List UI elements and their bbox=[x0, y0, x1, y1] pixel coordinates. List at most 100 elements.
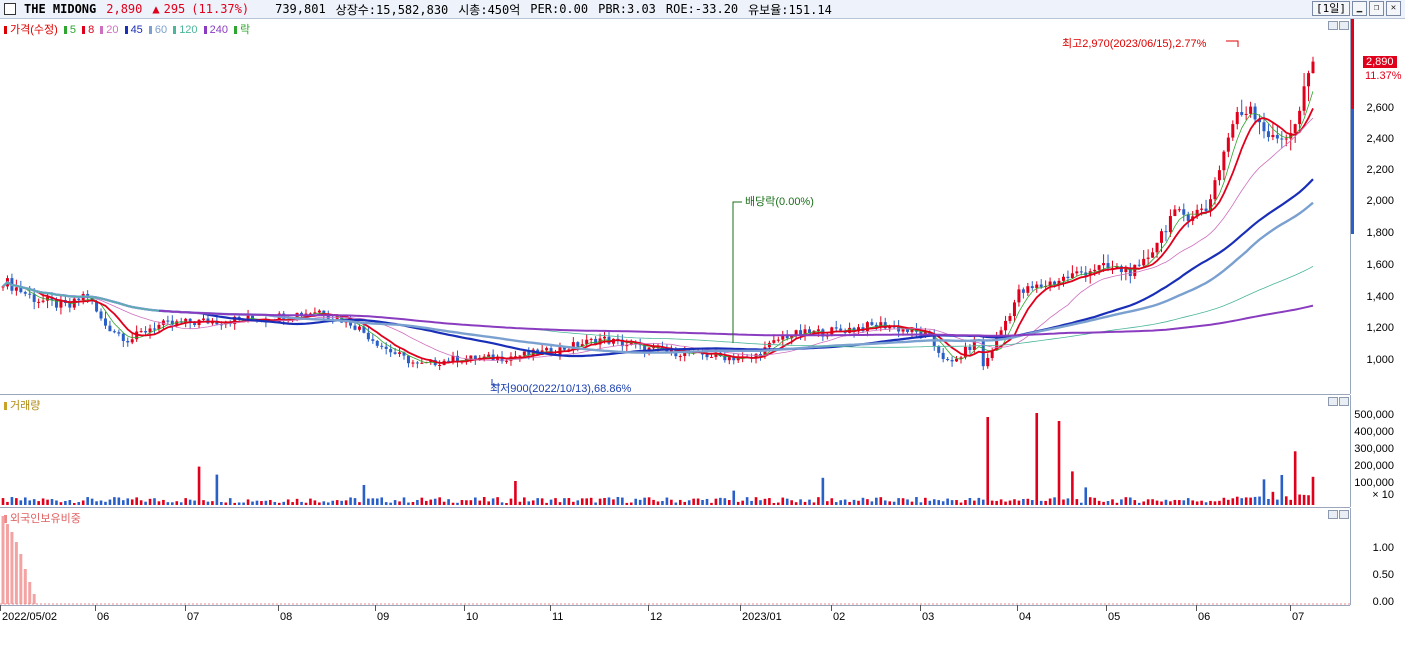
candle-body bbox=[1075, 271, 1079, 274]
volume-bar bbox=[179, 502, 183, 505]
pbr-value: PBR:3.03 bbox=[598, 2, 656, 16]
volume-bar bbox=[491, 498, 495, 505]
legend-ma45: 45 bbox=[130, 24, 143, 36]
volume-bar bbox=[901, 498, 905, 505]
candle-body bbox=[709, 356, 713, 358]
candle-body bbox=[41, 300, 45, 302]
candle-body bbox=[1200, 208, 1204, 210]
volume-bar bbox=[19, 500, 23, 505]
volume-bar bbox=[607, 497, 611, 505]
candle-body bbox=[571, 342, 575, 350]
candle-body bbox=[999, 330, 1003, 338]
candle-body bbox=[906, 329, 910, 332]
volume-bar bbox=[269, 499, 272, 505]
candle-body bbox=[139, 331, 143, 333]
x-label: 07 bbox=[187, 611, 200, 623]
price-pane[interactable]: 가격(수정) 5 8 20 45 60 120 240 락 최고2,970(20… bbox=[0, 19, 1350, 395]
listed-shares: 상장수:15,582,830 bbox=[335, 2, 449, 17]
volume-bar bbox=[1, 498, 5, 505]
pane-minimize-icon[interactable] bbox=[1328, 510, 1338, 519]
volume-bar bbox=[1169, 501, 1172, 505]
candle-body bbox=[103, 318, 107, 326]
candle-body bbox=[1160, 231, 1164, 243]
pane-maximize-icon[interactable] bbox=[1339, 21, 1349, 30]
candle-body bbox=[1142, 258, 1146, 266]
pane-minimize-icon[interactable] bbox=[1328, 21, 1338, 30]
candle-body bbox=[852, 327, 856, 332]
volume-bar bbox=[589, 497, 593, 505]
volume-bar bbox=[1293, 451, 1297, 505]
foreign-ownership-chart bbox=[0, 516, 1350, 605]
foreign-ownership-pane[interactable]: 외국인보유비중 bbox=[0, 508, 1350, 606]
volume-bar bbox=[1231, 498, 1235, 505]
volume-bar bbox=[46, 499, 49, 505]
volume-bar bbox=[407, 502, 410, 505]
candle-body bbox=[366, 332, 370, 340]
candle-body bbox=[1204, 208, 1208, 212]
volume-bar bbox=[1048, 498, 1052, 505]
minimize-icon[interactable]: ▁ bbox=[1352, 1, 1367, 16]
volume-bar bbox=[1191, 500, 1194, 505]
volume-bar bbox=[1026, 498, 1030, 505]
volume-bar bbox=[139, 500, 143, 505]
y-tick: 2,400 bbox=[1366, 133, 1394, 145]
ownership-bar bbox=[10, 532, 14, 604]
pane-minimize-icon[interactable] bbox=[1328, 397, 1338, 406]
pane-maximize-icon[interactable] bbox=[1339, 397, 1349, 406]
restore-icon[interactable]: ❐ bbox=[1369, 1, 1384, 16]
volume-bar bbox=[175, 501, 179, 505]
candle-body bbox=[317, 310, 321, 313]
volume-bar bbox=[1227, 499, 1230, 505]
volume-bar bbox=[1142, 501, 1145, 505]
volume-bar bbox=[309, 498, 312, 505]
volume-bar bbox=[95, 501, 98, 505]
per-value: PER:0.00 bbox=[530, 2, 589, 16]
volume-bar bbox=[433, 498, 437, 505]
candle-body bbox=[251, 315, 255, 320]
volume-bar bbox=[861, 497, 865, 505]
volume-bar bbox=[211, 501, 214, 505]
volume-bar bbox=[255, 500, 259, 505]
candle-body bbox=[1057, 280, 1061, 285]
foreign-legend: 외국인보유비중 bbox=[10, 513, 81, 525]
x-label: 06 bbox=[1198, 611, 1211, 623]
candle-body bbox=[732, 357, 736, 361]
candle-body bbox=[910, 328, 914, 332]
volume-bar bbox=[349, 497, 352, 505]
candle-body bbox=[1311, 61, 1315, 74]
volume-bar bbox=[723, 498, 727, 505]
volume-bar bbox=[1195, 501, 1199, 505]
candle-body bbox=[1209, 199, 1213, 212]
candle-body bbox=[576, 342, 580, 347]
volume-bar bbox=[108, 499, 112, 505]
volume-pane[interactable]: 거래량 bbox=[0, 395, 1350, 508]
candle-body bbox=[1035, 284, 1039, 289]
candle-body bbox=[193, 323, 197, 325]
volume-bar bbox=[870, 501, 874, 505]
candle-body bbox=[375, 340, 379, 346]
close-icon[interactable]: ✕ bbox=[1386, 1, 1401, 16]
volume-bar bbox=[304, 502, 308, 505]
x-label: 2023/01 bbox=[742, 611, 782, 623]
y-tick: 1,200 bbox=[1366, 322, 1394, 334]
period-selector[interactable]: [1일] bbox=[1312, 1, 1350, 16]
candle-body bbox=[54, 299, 58, 308]
candle-body bbox=[727, 357, 731, 361]
volume-bar bbox=[554, 498, 557, 505]
candle-body bbox=[1039, 284, 1043, 287]
volume-bar bbox=[732, 490, 736, 505]
volume-bar bbox=[469, 500, 473, 505]
stock-name[interactable]: THE MIDONG bbox=[24, 2, 97, 16]
select-checkbox[interactable] bbox=[4, 3, 16, 15]
volume-bar bbox=[1053, 497, 1056, 505]
volume-bar bbox=[1088, 497, 1092, 505]
candle-body bbox=[1066, 276, 1070, 279]
volume-bar bbox=[41, 498, 45, 505]
volume-bar bbox=[505, 502, 508, 505]
volume-bar bbox=[826, 501, 829, 505]
candle-body bbox=[32, 294, 36, 302]
volume-bar bbox=[380, 497, 384, 505]
volume-bar bbox=[197, 466, 201, 505]
pane-maximize-icon[interactable] bbox=[1339, 510, 1349, 519]
candle-body bbox=[652, 347, 656, 349]
